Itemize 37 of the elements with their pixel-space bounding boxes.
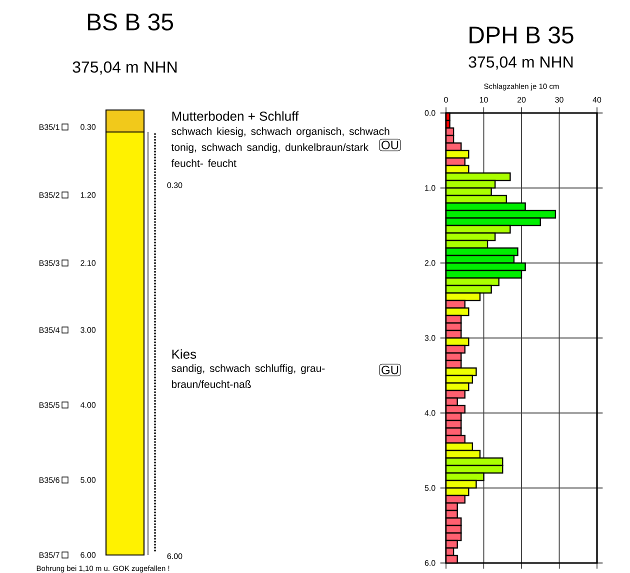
y-tick-label: 0.0 [424,110,436,116]
text: GU [382,366,398,374]
y-tick-label: 3.0 [424,335,436,341]
text: 4.00 [80,402,96,408]
text: Mutterboden + Schluff [172,111,299,121]
text: B35/4 [39,327,60,333]
x-tick-label: 30 [555,96,564,103]
x-tick-label: 40 [592,96,602,103]
x-tick-label: 10 [480,96,488,103]
text: 6.00 [80,552,96,558]
chart-subtitle: 375,04 m NHN [468,56,573,70]
text: 2.10 [80,260,96,266]
text: BS B 35 [88,13,174,30]
text: 6.00 [167,553,182,560]
y-tick-label: 1.0 [425,185,436,191]
text: B35/5 [39,402,60,408]
chart-title: DPH B 35 [470,26,574,44]
text: 3.00 [80,327,96,333]
text: B35/6 [39,477,60,483]
y-tick-label: 2.0 [424,260,436,266]
text: sandig, schwach schluffig, grau-braun/feucht-naß [172,364,325,388]
text: B35/3 [39,260,60,266]
x-tick-label: 0 [444,96,448,103]
y-tick-label: 6.0 [424,560,436,566]
text: B35/2 [39,192,60,198]
text: Kies [172,349,196,359]
text: 375,04 m NHN [72,61,177,75]
y-tick-label: 4.0 [424,410,436,416]
text: 5.00 [80,477,96,483]
text: B35/1 [39,124,60,130]
text: 0.30 [80,124,96,130]
text: B35/7 [39,552,60,558]
text: OU [382,140,398,150]
x-tick-label: 20 [517,96,526,103]
text: 1.20 [80,192,96,198]
y-tick-label: 5.0 [424,485,436,491]
text: 0.30 [167,182,182,188]
